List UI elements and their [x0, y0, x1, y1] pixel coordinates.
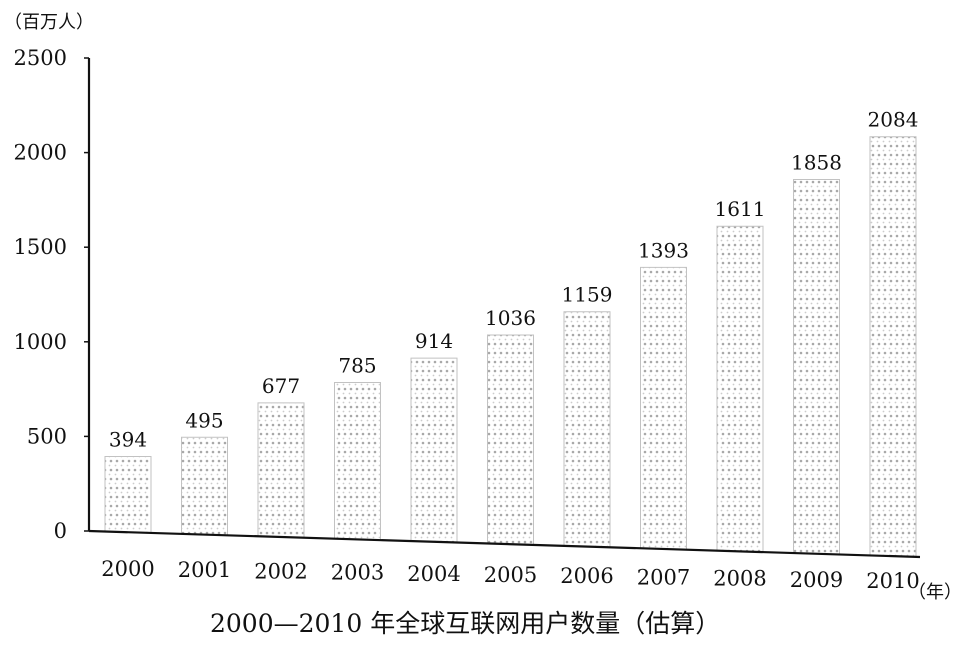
bar	[410, 357, 458, 544]
bar	[257, 402, 305, 539]
data-label: 785	[338, 353, 376, 377]
data-label: 1858	[791, 150, 842, 174]
bar	[334, 382, 381, 541]
x-tick-label: 2002	[254, 559, 307, 583]
data-label: 677	[262, 374, 300, 398]
y-axis-unit-label: （百万人）	[4, 12, 94, 33]
data-label: 1159	[562, 283, 613, 307]
x-tick-label: 2010	[866, 569, 919, 593]
data-label: 495	[185, 408, 223, 432]
data-label: 1393	[638, 238, 689, 262]
data-label: 1036	[485, 306, 536, 330]
bar	[793, 179, 840, 556]
x-axis-labels: 2000 2001 2002 2003 2004 2005 2006 2007 2008 2009…	[101, 557, 919, 593]
x-axis-line	[88, 529, 921, 559]
x-tick-label: 2005	[484, 563, 537, 587]
x-tick-label: 2008	[713, 567, 766, 591]
bar	[104, 456, 152, 534]
data-label: 394	[109, 427, 147, 451]
y-axis-ticks: 0 500 1000 1500 2000 2500	[14, 46, 89, 543]
bars	[104, 136, 917, 558]
bar	[487, 334, 534, 546]
data-label: 914	[415, 329, 453, 353]
bar	[716, 225, 764, 553]
chart-caption: 2000—2010 年全球互联网用户数量（估算）	[210, 609, 720, 638]
data-labels: 394 495 677 785 914 1036 1159 1393 1611 1858 2084	[109, 108, 919, 452]
x-tick-label: 2006	[560, 564, 613, 588]
y-tick-label: 1500	[14, 235, 67, 259]
bar	[563, 311, 611, 548]
data-label: 2084	[868, 108, 919, 132]
x-tick-label: 2007	[637, 565, 690, 589]
y-tick-label: 1000	[14, 330, 67, 354]
x-tick-label: 2004	[407, 562, 460, 586]
x-tick-label: 2009	[790, 568, 843, 592]
x-tick-label: 2000	[101, 557, 154, 581]
bar	[869, 136, 917, 558]
x-tick-label: 2001	[178, 558, 231, 582]
y-tick-label: 500	[27, 424, 67, 448]
y-tick-label: 0	[54, 519, 67, 543]
x-tick-label: 2003	[331, 561, 384, 585]
bar	[640, 266, 687, 551]
bar	[181, 436, 228, 536]
data-label: 1611	[715, 197, 766, 221]
y-tick-label: 2000	[14, 141, 67, 165]
x-axis-unit-label: （年）	[908, 582, 962, 603]
y-tick-label: 2500	[14, 46, 67, 70]
